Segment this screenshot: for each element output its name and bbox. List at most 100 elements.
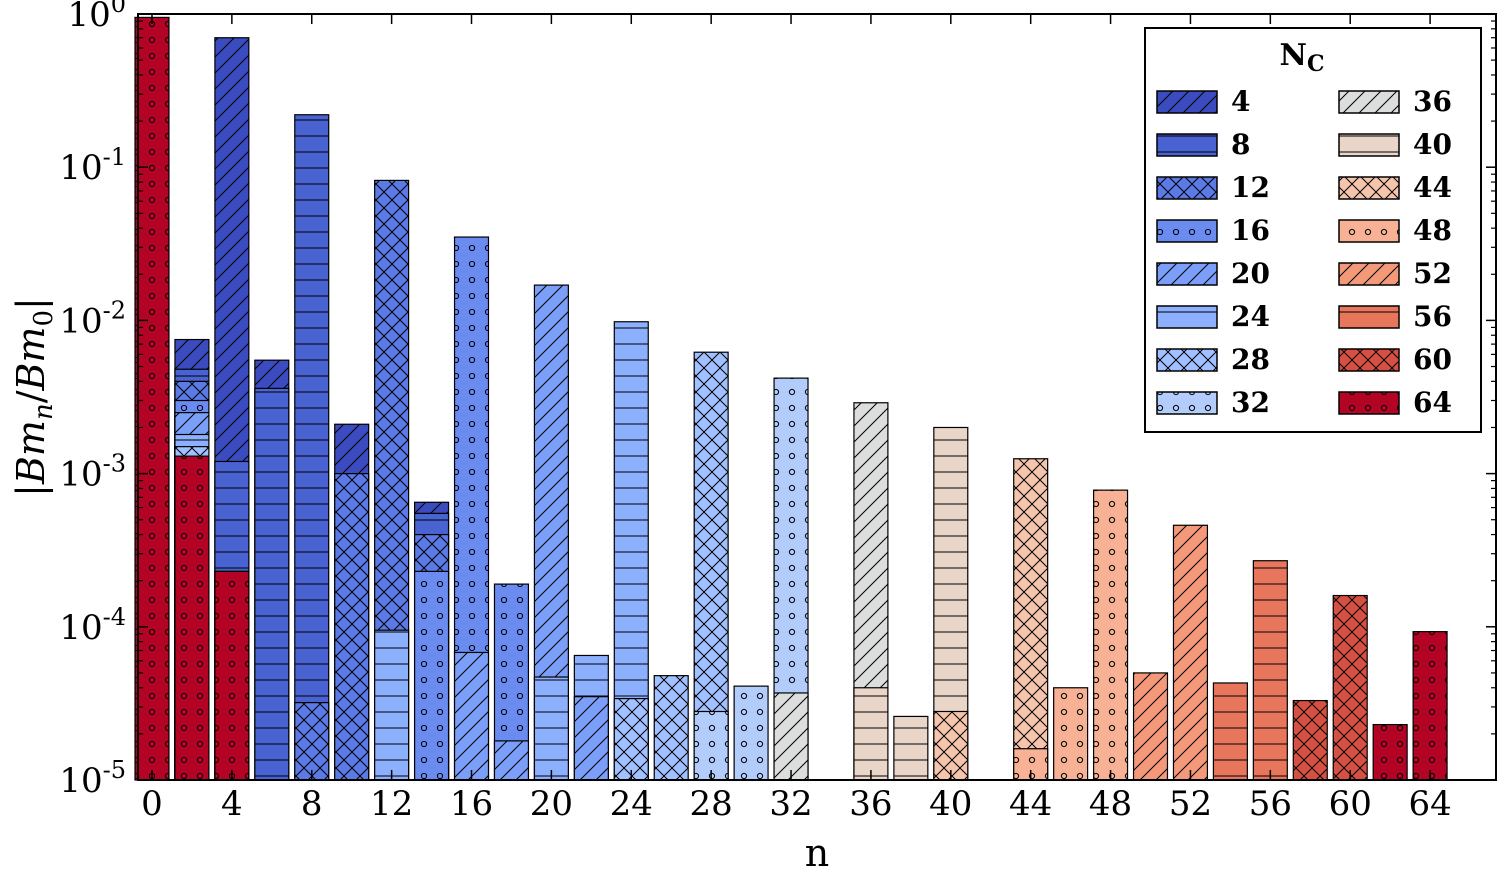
bar-nc44-n40 bbox=[933, 710, 969, 781]
legend-label: 12 bbox=[1231, 171, 1270, 204]
legend-item-64: 64 bbox=[1338, 386, 1452, 419]
legend-item-28: 28 bbox=[1156, 343, 1270, 376]
x-axis: 0 4 8 12 16 20 24 28 32 36 40 44 48 52 56 60 64 bbox=[141, 14, 1452, 824]
x-tick-label: 28 bbox=[690, 784, 733, 824]
x-tick-label: 40 bbox=[929, 784, 972, 824]
bar-nc20-n22 bbox=[573, 696, 609, 781]
y-tick-label: 10-1 bbox=[59, 143, 126, 188]
legend-swatch bbox=[1338, 219, 1400, 243]
legend-label: 4 bbox=[1231, 85, 1250, 118]
legend-item-60: 60 bbox=[1338, 343, 1452, 376]
legend-item-44: 44 bbox=[1338, 171, 1452, 204]
x-tick-label: 56 bbox=[1249, 784, 1292, 824]
bar-nc64-n64 bbox=[1412, 631, 1448, 781]
legend-item-52: 52 bbox=[1338, 257, 1452, 290]
y-tick-label: 10-3 bbox=[59, 450, 126, 495]
bar-nc24-n12 bbox=[374, 629, 410, 781]
legend-label: 24 bbox=[1231, 300, 1270, 333]
legend-label: 44 bbox=[1413, 171, 1452, 204]
plot-frame bbox=[137, 13, 1497, 781]
legend-swatch bbox=[1338, 90, 1400, 114]
bar-nc32-n28 bbox=[693, 710, 729, 781]
y-tick-label: 100 bbox=[67, 0, 126, 35]
legend-item-36: 36 bbox=[1338, 85, 1452, 118]
legend-label: 48 bbox=[1413, 214, 1452, 247]
x-tick-label: 20 bbox=[530, 784, 573, 824]
legend-label: 20 bbox=[1231, 257, 1270, 290]
legend-item-16: 16 bbox=[1156, 214, 1270, 247]
bar-nc60-n58 bbox=[1292, 699, 1328, 781]
legend-swatch bbox=[1156, 348, 1218, 372]
legend-swatch bbox=[1338, 262, 1400, 286]
x-tick-label: 48 bbox=[1089, 784, 1132, 824]
bar-nc16-n14 bbox=[413, 570, 450, 781]
legend-item-40: 40 bbox=[1338, 128, 1452, 161]
y-label-open: | bbox=[9, 484, 53, 497]
legend-label: 64 bbox=[1413, 386, 1452, 419]
y-label-slash: / bbox=[9, 390, 53, 403]
legend-label: 36 bbox=[1413, 85, 1452, 118]
bar-nc48-n48 bbox=[1092, 489, 1129, 781]
legend-swatch bbox=[1156, 90, 1218, 114]
legend-swatch bbox=[1156, 219, 1218, 243]
bar-nc8-n8 bbox=[294, 114, 330, 781]
legend-swatch bbox=[1156, 133, 1218, 157]
legend-item-4: 4 bbox=[1156, 85, 1250, 118]
x-tick-label: 16 bbox=[450, 784, 493, 824]
bar-nc52-n52 bbox=[1172, 524, 1209, 781]
legend-item-20: 20 bbox=[1156, 257, 1270, 290]
x-tick-label: 12 bbox=[370, 784, 413, 824]
bar-nc28-n24 bbox=[613, 697, 649, 781]
y-tick-label: 10-2 bbox=[59, 296, 126, 341]
x-tick-label: 64 bbox=[1408, 784, 1451, 824]
bar-nc28-n26 bbox=[653, 675, 689, 781]
y-axis: 10-5 10-4 10-3 10-2 10-1 100 bbox=[59, 0, 1496, 801]
bar-nc8-n6 bbox=[254, 387, 290, 781]
legend-label: 52 bbox=[1413, 257, 1452, 290]
legend-title-main: N bbox=[1280, 38, 1307, 73]
legend-swatch bbox=[1338, 176, 1400, 200]
bar-nc60-n60 bbox=[1332, 594, 1368, 781]
legend-label: 16 bbox=[1231, 214, 1270, 247]
x-tick-label: 4 bbox=[221, 784, 243, 824]
y-tick-label: 10-4 bbox=[59, 603, 126, 648]
legend-label: 28 bbox=[1231, 343, 1270, 376]
y-label-sub1: n bbox=[29, 403, 59, 420]
legend-swatch bbox=[1338, 133, 1400, 157]
y-label-close: | bbox=[9, 297, 53, 310]
x-tick-label: 24 bbox=[610, 784, 653, 824]
y-tick-label: 10-5 bbox=[59, 756, 126, 801]
legend-label: 56 bbox=[1413, 300, 1452, 333]
y-axis-label: |Bmn/Bm0| bbox=[9, 297, 59, 497]
bar-nc64-n2 bbox=[174, 455, 210, 781]
bar-nc44-n44 bbox=[1013, 458, 1049, 781]
legend-swatch bbox=[1156, 176, 1218, 200]
legend-item-24: 24 bbox=[1156, 300, 1270, 333]
legend-swatch bbox=[1156, 305, 1218, 329]
bar-nc36-n32 bbox=[773, 692, 809, 781]
y-label-bm2: Bm bbox=[9, 327, 53, 392]
bar-nc40-n36 bbox=[853, 687, 889, 781]
bar-nc32-n30 bbox=[733, 685, 769, 781]
x-tick-label: 52 bbox=[1169, 784, 1212, 824]
legend-swatch bbox=[1338, 305, 1400, 329]
legend-swatch bbox=[1338, 391, 1400, 415]
legend-item-12: 12 bbox=[1156, 171, 1270, 204]
legend-label: 32 bbox=[1231, 386, 1270, 419]
bar-nc64-n62 bbox=[1372, 723, 1408, 781]
bar-nc56-n54 bbox=[1212, 682, 1248, 781]
bar-nc56-n56 bbox=[1252, 560, 1288, 781]
y-label-sub2: 0 bbox=[29, 310, 59, 327]
x-tick-label: 60 bbox=[1329, 784, 1372, 824]
bar-nc64-n4 bbox=[214, 570, 250, 781]
legend-swatch bbox=[1156, 391, 1218, 415]
x-axis-label: n bbox=[805, 831, 829, 870]
legend-item-48: 48 bbox=[1338, 214, 1452, 247]
bar-layer bbox=[134, 16, 1448, 781]
legend-item-8: 8 bbox=[1156, 128, 1250, 161]
x-tick-label: 36 bbox=[849, 784, 892, 824]
x-tick-label: 8 bbox=[301, 784, 323, 824]
bar-nc40-n38 bbox=[893, 715, 929, 781]
